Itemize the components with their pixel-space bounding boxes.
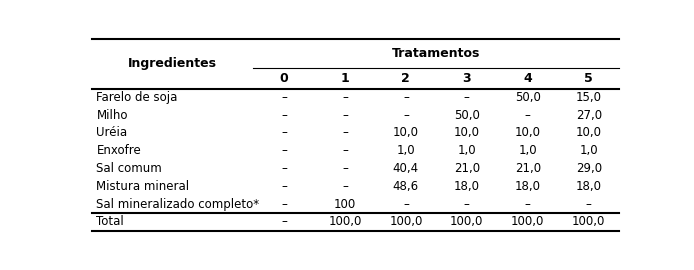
Text: –: –	[281, 215, 287, 228]
Text: 0: 0	[280, 72, 288, 85]
Text: 100,0: 100,0	[511, 215, 545, 228]
Text: Enxofre: Enxofre	[96, 144, 141, 157]
Text: –: –	[525, 109, 531, 122]
Text: –: –	[464, 198, 470, 211]
Text: 27,0: 27,0	[576, 109, 602, 122]
Text: –: –	[281, 198, 287, 211]
Text: Farelo de soja: Farelo de soja	[96, 91, 178, 104]
Text: –: –	[281, 126, 287, 140]
Text: 1: 1	[341, 72, 349, 85]
Text: 1,0: 1,0	[457, 144, 476, 157]
Text: 50,0: 50,0	[454, 109, 480, 122]
Text: –: –	[342, 162, 348, 175]
Text: 100,0: 100,0	[328, 215, 362, 228]
Text: Sal mineralizado completo*: Sal mineralizado completo*	[96, 198, 260, 211]
Text: 40,4: 40,4	[393, 162, 419, 175]
Text: 100,0: 100,0	[450, 215, 484, 228]
Text: 50,0: 50,0	[515, 91, 541, 104]
Text: Milho: Milho	[96, 109, 128, 122]
Text: –: –	[464, 91, 470, 104]
Text: –: –	[403, 91, 409, 104]
Text: 10,0: 10,0	[515, 126, 541, 140]
Text: –: –	[342, 180, 348, 193]
Text: Tratamentos: Tratamentos	[392, 47, 480, 60]
Text: 2: 2	[402, 72, 410, 85]
Text: 10,0: 10,0	[454, 126, 480, 140]
Text: 1,0: 1,0	[579, 144, 598, 157]
Text: 10,0: 10,0	[393, 126, 419, 140]
Text: –: –	[281, 91, 287, 104]
Text: 18,0: 18,0	[576, 180, 602, 193]
Text: 3: 3	[462, 72, 471, 85]
Text: Mistura mineral: Mistura mineral	[96, 180, 189, 193]
Text: 1,0: 1,0	[396, 144, 415, 157]
Text: –: –	[281, 180, 287, 193]
Text: –: –	[342, 91, 348, 104]
Text: –: –	[342, 144, 348, 157]
Text: –: –	[281, 109, 287, 122]
Text: 5: 5	[584, 72, 593, 85]
Text: –: –	[403, 109, 409, 122]
Text: 15,0: 15,0	[576, 91, 602, 104]
Text: Sal comum: Sal comum	[96, 162, 162, 175]
Text: –: –	[281, 162, 287, 175]
Text: –: –	[525, 198, 531, 211]
Text: 48,6: 48,6	[393, 180, 419, 193]
Text: 18,0: 18,0	[515, 180, 541, 193]
Text: 100,0: 100,0	[572, 215, 605, 228]
Text: Uréia: Uréia	[96, 126, 128, 140]
Text: –: –	[403, 198, 409, 211]
Text: 100: 100	[334, 198, 356, 211]
Text: 29,0: 29,0	[576, 162, 602, 175]
Text: Ingredientes: Ingredientes	[128, 57, 217, 70]
Text: –: –	[281, 144, 287, 157]
Text: –: –	[342, 109, 348, 122]
Text: 4: 4	[523, 72, 532, 85]
Text: 18,0: 18,0	[454, 180, 480, 193]
Text: 21,0: 21,0	[515, 162, 541, 175]
Text: 10,0: 10,0	[576, 126, 602, 140]
Text: –: –	[586, 198, 592, 211]
Text: 1,0: 1,0	[518, 144, 537, 157]
Text: Total: Total	[96, 215, 124, 228]
Text: 21,0: 21,0	[454, 162, 480, 175]
Text: –: –	[342, 126, 348, 140]
Text: 100,0: 100,0	[389, 215, 423, 228]
